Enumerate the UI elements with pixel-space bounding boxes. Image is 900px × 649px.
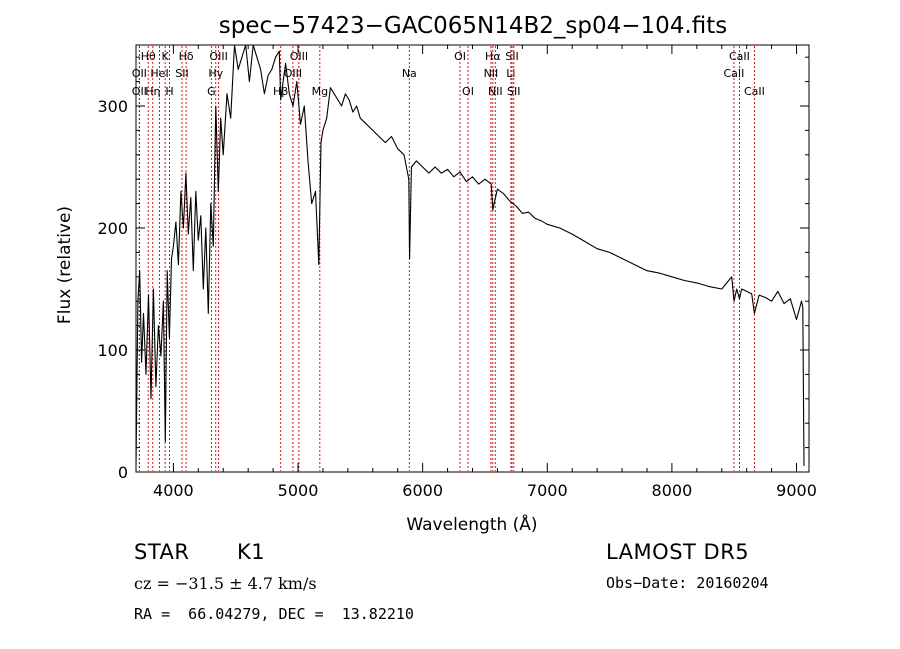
observation-date: Obs−Date: 20160204 bbox=[606, 574, 769, 592]
x-tick-label-5: 9000 bbox=[776, 481, 817, 500]
survey-name: LAMOST DR5 bbox=[606, 540, 750, 564]
line-marker-label-12: OIII bbox=[290, 50, 308, 63]
line-marker-label-27: CaII bbox=[744, 85, 765, 98]
line-marker-label-19: Hα bbox=[485, 50, 501, 63]
line-marker-label-21: NII bbox=[488, 85, 503, 98]
y-axis-label: Flux (relative) bbox=[55, 206, 75, 324]
line-marker-label-25: CaII bbox=[729, 50, 750, 63]
line-marker-label-9: OIII bbox=[209, 50, 227, 63]
velocity-readout: cz = −31.5 ± 4.7 km/s bbox=[134, 574, 317, 593]
line-marker-label-6: H bbox=[165, 85, 173, 98]
y-tick-label-0: 0 bbox=[118, 463, 128, 482]
spectrum-series bbox=[135, 44, 805, 466]
plot-frame bbox=[135, 44, 810, 473]
x-tick-label-4: 8000 bbox=[652, 481, 693, 500]
line-marker-label-5: Hη bbox=[145, 85, 160, 98]
line-marker-label-8: Hδ bbox=[179, 50, 194, 63]
y-tick-label-1: 100 bbox=[97, 341, 128, 360]
line-marker-label-16: Na bbox=[402, 67, 417, 80]
line-marker-label-4: HeI bbox=[150, 67, 168, 80]
axis-ticks: 4000 5000 6000 7000 8000 9000 0 100 200 300 bbox=[97, 45, 817, 500]
line-marker-label-18: OI bbox=[462, 85, 474, 98]
x-axis-label: Wavelength (Å) bbox=[406, 513, 537, 535]
line-marker-label-0: Hθ bbox=[141, 50, 156, 63]
x-tick-label-0: 4000 bbox=[153, 481, 194, 500]
line-marker-label-22: SII bbox=[505, 50, 518, 63]
line-marker-label-26: CaII bbox=[724, 67, 745, 80]
x-tick-label-1: 5000 bbox=[278, 481, 319, 500]
line-marker-label-7: SII bbox=[175, 67, 188, 80]
line-marker-label-15: Mg bbox=[312, 85, 328, 98]
line-marker-label-11: G bbox=[207, 85, 216, 98]
line-marker-label-23: Li bbox=[506, 67, 515, 80]
chart-title: spec−57423−GAC065N14B2_sp04−104.fits bbox=[219, 13, 727, 39]
line-marker-label-24: SII bbox=[507, 85, 520, 98]
x-tick-label-2: 6000 bbox=[402, 481, 443, 500]
line-marker-label-17: OI bbox=[454, 50, 466, 63]
line-marker-label-3: K bbox=[162, 50, 170, 63]
y-tick-label-3: 300 bbox=[97, 97, 128, 116]
x-tick-label-3: 7000 bbox=[527, 481, 568, 500]
line-marker-label-10: Hγ bbox=[208, 67, 223, 80]
spectrum-line-0 bbox=[135, 44, 805, 466]
line-marker-label-13: OIII bbox=[284, 67, 302, 80]
line-marker-label-20: NII bbox=[484, 67, 499, 80]
y-tick-label-2: 200 bbox=[97, 219, 128, 238]
object-subclass: K1 bbox=[237, 540, 266, 564]
object-class: STAR bbox=[134, 540, 190, 564]
coordinates-readout: RA = 66.04279, DEC = 13.82210 bbox=[134, 605, 414, 623]
